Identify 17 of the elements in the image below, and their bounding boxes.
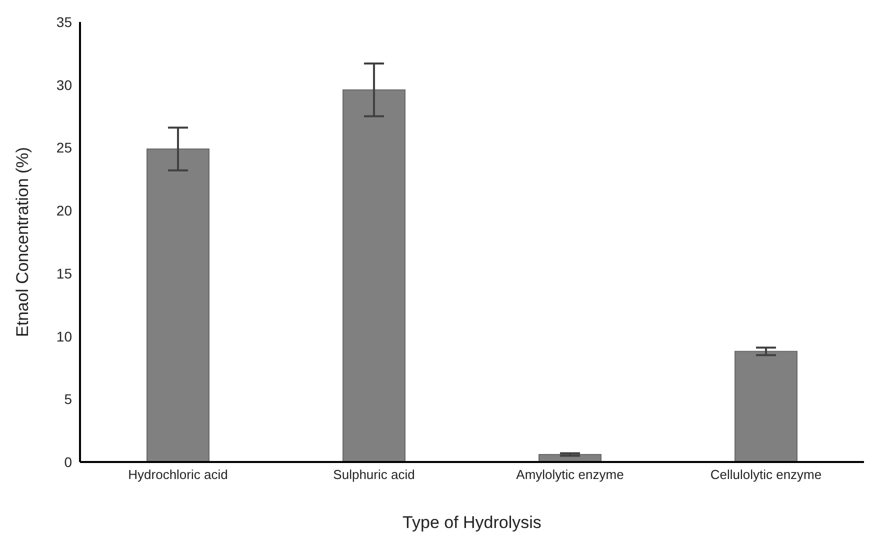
y-tick-label: 25 [56,140,72,156]
y-tick-label: 30 [56,76,72,93]
y-axis-title: Etnaol Concentration (%) [13,147,32,337]
y-tick-label: 5 [64,391,72,408]
x-axis-title: Type of Hydrolysis [402,513,542,532]
bar [146,148,210,462]
y-tick-label: 20 [56,202,72,219]
y-tick-label: 0 [64,454,72,470]
y-tick-label: 35 [56,14,72,30]
bar [734,350,798,462]
x-tick-label: Hydrochloric acid [128,467,228,482]
y-tick-label: 10 [56,328,72,344]
x-tick-label: Cellulolytic enzyme [710,467,822,482]
x-tick-label: Amylolytic enzyme [516,467,624,482]
x-tick-label: Sulphuric acid [333,467,415,482]
y-tick-label: 15 [56,265,72,282]
bar [342,89,406,462]
